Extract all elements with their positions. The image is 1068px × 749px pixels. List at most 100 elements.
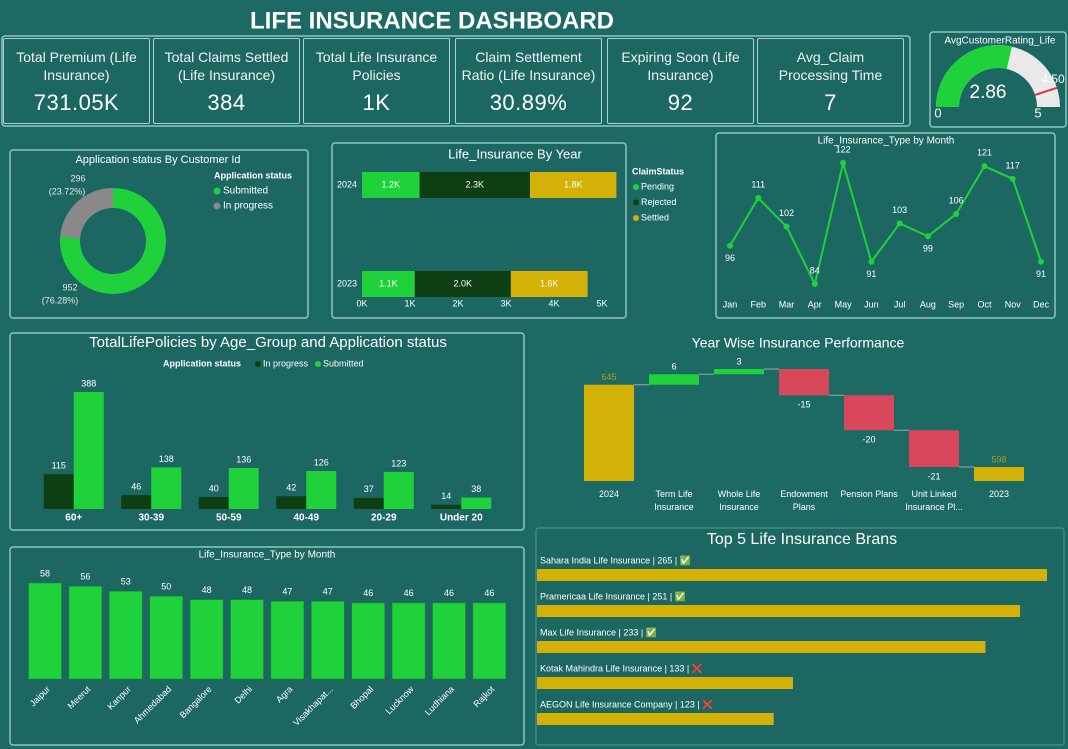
point-label: 91: [1036, 269, 1046, 279]
point-label: 122: [836, 144, 851, 154]
kpi-card: Avg_Claim Processing Time 7: [757, 38, 904, 124]
legend-marker: [633, 215, 639, 221]
bar-value-label: 53: [121, 577, 131, 587]
point-label: 84: [810, 265, 820, 275]
dashboard-title: LIFE INSURANCE DASHBOARD: [250, 7, 614, 34]
bar-value-label: 2.0K: [454, 278, 473, 288]
bar: [383, 471, 414, 509]
x-tick-label: 0K: [356, 298, 367, 308]
donut-percent-label: (76.28%): [42, 295, 79, 305]
bar-value-label: 46: [363, 588, 373, 598]
point-label: 102: [779, 208, 794, 218]
bar: [151, 467, 182, 509]
bar-value-label: 126: [314, 457, 329, 467]
legend-label: Settled: [641, 212, 669, 222]
bar: [28, 582, 62, 680]
chart-title: Top 5 Life Insurance Brans: [707, 531, 897, 548]
bar: [306, 471, 337, 509]
kpi-value: 384: [207, 90, 246, 115]
chart-title: Application status By Customer Id: [75, 154, 240, 166]
donut-value-label: 952: [62, 282, 77, 292]
line-point: [924, 233, 931, 240]
x-tick-label: 2K: [452, 298, 463, 308]
waterfall-category: Whole Life Insurance: [717, 489, 761, 512]
y-tick-label: 2024: [337, 179, 357, 189]
legend-marker: [633, 199, 639, 206]
bar-segment: [530, 172, 617, 198]
bar: [391, 602, 426, 680]
donut-value-label: 296: [70, 173, 85, 183]
bar-value-label: 115: [52, 461, 66, 471]
point-label: 106: [949, 195, 964, 205]
x-tick-label: Under 20: [440, 513, 483, 524]
waterfall-value-label: 3: [736, 356, 741, 366]
x-tick-label: Nov: [1005, 299, 1022, 309]
chart-title: Life_Insurance By Year: [448, 146, 582, 161]
waterfall-category: Endowment Plans: [780, 489, 828, 512]
bar-value-label: 42: [286, 483, 296, 493]
line-point: [811, 281, 818, 287]
legend-title: Application status: [214, 170, 292, 180]
x-tick-label: Aug: [920, 299, 936, 309]
kpi-label: Total Claims Settled (Life Insurance): [164, 49, 289, 83]
bar-value-label: 47: [282, 587, 292, 597]
waterfall-category: 2024: [598, 489, 620, 499]
chart-title: Life_Insurance_Type by Month: [818, 136, 955, 147]
bar: [228, 467, 259, 509]
legend-marker: [633, 184, 639, 190]
waterfall-value-label: 598: [991, 454, 1006, 464]
chart-title: Life_Insurance_Type by Month: [199, 550, 336, 561]
bar: [537, 677, 793, 689]
x-tick-label: Apr: [808, 299, 822, 309]
waterfall-value-label: 6: [671, 362, 676, 372]
donut-segment: [60, 188, 166, 294]
x-tick-label: Dec: [1033, 299, 1050, 309]
kpi-value: 30.89%: [489, 90, 568, 115]
legend-label: Submitted: [323, 358, 364, 368]
kpi-card: Total Premium (Life Insurance) 731.05K: [3, 38, 150, 124]
line-point: [727, 242, 733, 249]
bar: [43, 474, 74, 509]
bar-value-label: 46: [131, 482, 141, 492]
bar-value-label: 38: [471, 484, 481, 494]
bar-value-label: 56: [80, 572, 90, 582]
bar: [537, 569, 1047, 581]
legend-title: Application status: [163, 358, 241, 368]
waterfall-bar: [649, 374, 699, 385]
bar: [537, 641, 986, 653]
waterfall-value-label: 645: [601, 372, 616, 382]
waterfall-value-label: -15: [797, 400, 810, 410]
gauge-title: AvgCustomerRating_Life: [945, 36, 1056, 47]
line-point: [1038, 258, 1044, 265]
bar: [311, 600, 345, 680]
x-tick-label: 3K: [500, 298, 511, 308]
waterfall-bar: [584, 384, 634, 481]
gauge-target-label: 4.50: [1041, 72, 1065, 86]
bar-value-label: 47: [323, 587, 333, 597]
legend-label: Pending: [641, 181, 674, 191]
bar-segment: [419, 172, 530, 198]
bar: [351, 602, 385, 680]
bar-value-label: 1.2K: [382, 179, 401, 189]
bar-label: Pramericaa Life Insurance | 251 | ✅: [540, 590, 686, 601]
legend-title: ClaimStatus: [632, 166, 684, 176]
kpi-value: 7: [824, 90, 837, 115]
line-point: [896, 220, 903, 227]
line-point: [840, 160, 847, 166]
bar: [431, 504, 462, 509]
waterfall-bar: [844, 395, 894, 431]
x-tick-label: 60+: [65, 513, 82, 524]
bar: [353, 497, 384, 509]
kpi-label: Total Life Insurance Policies: [315, 49, 438, 83]
x-tick-label: 1K: [404, 298, 415, 308]
legend-label: In progress: [223, 201, 273, 212]
waterfall-value-label: -20: [862, 435, 875, 445]
waterfall-category: Unit Linked Insurance Pl...: [905, 489, 963, 512]
bar-label: AEGON Life Insurance Company | 123 | ❌: [540, 698, 713, 710]
bar-segment: [362, 271, 415, 297]
kpi-value: 1K: [362, 90, 391, 115]
waterfall-category: Term Life Insurance: [654, 489, 694, 512]
x-tick-label: 40-49: [293, 513, 319, 524]
x-tick-label: Oct: [977, 299, 992, 309]
